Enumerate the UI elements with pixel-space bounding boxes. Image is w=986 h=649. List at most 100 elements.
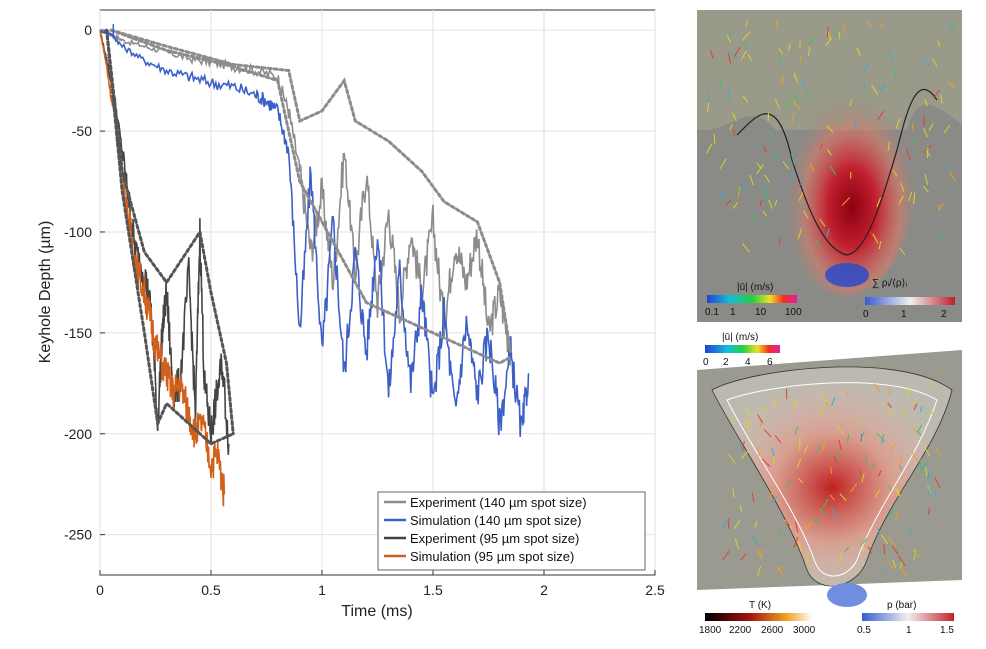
velocity-arrow bbox=[829, 494, 835, 501]
velocity-arrow bbox=[776, 19, 778, 31]
velocity-arrow bbox=[819, 507, 827, 519]
velocity-arrow bbox=[927, 381, 932, 387]
velocity-arrow bbox=[925, 467, 928, 477]
velocity-arrow bbox=[745, 20, 748, 27]
velocity-arrow bbox=[898, 555, 906, 567]
velocity-arrow bbox=[733, 47, 741, 57]
velocity-arrow bbox=[742, 31, 751, 41]
velocity-arrow bbox=[888, 50, 894, 61]
temperature-tick-3: 3000 bbox=[793, 625, 816, 636]
velocity-arrow bbox=[793, 72, 799, 84]
velocity-arrow bbox=[729, 50, 738, 59]
velocity-arrow bbox=[778, 55, 784, 63]
velocity-arrow bbox=[878, 470, 882, 477]
velocity-arrow bbox=[924, 99, 929, 107]
velocity3d-tick-2: 4 bbox=[745, 357, 751, 368]
velocity-arrow bbox=[742, 243, 750, 253]
velocity-arrow bbox=[825, 37, 832, 47]
velocity-arrow bbox=[710, 49, 714, 59]
velocity-colorbar-3d bbox=[705, 345, 780, 353]
solid-region bbox=[697, 104, 962, 322]
velocity-arrow bbox=[877, 110, 885, 121]
x-tick-label: 0.5 bbox=[201, 582, 221, 598]
velocity-arrow bbox=[926, 488, 930, 499]
velocity-arrow bbox=[947, 80, 956, 90]
velocity-arrow bbox=[800, 201, 807, 212]
velocity-arrow bbox=[756, 162, 762, 170]
velocity-arrow bbox=[768, 199, 773, 209]
velocity-arrow bbox=[778, 530, 782, 539]
legend-label: Simulation (95 µm spot size) bbox=[410, 549, 574, 564]
y-tick-label: -250 bbox=[64, 527, 92, 543]
velocity-arrow bbox=[816, 444, 822, 453]
velocity-arrow bbox=[757, 446, 760, 457]
velocity-arrow bbox=[732, 112, 737, 121]
velocity-arrow bbox=[831, 397, 836, 407]
velocity-arrow bbox=[838, 553, 843, 565]
velocity-arrow bbox=[900, 568, 908, 577]
velocity-arrow bbox=[902, 410, 909, 418]
velocity-arrow bbox=[858, 468, 862, 476]
melt-pool-temperature-panel: |ū| (m/s) 0 2 4 6 T (K) 1800 2200 2600 3… bbox=[697, 330, 962, 638]
velocity-arrow bbox=[899, 247, 906, 256]
velocity-colorbar bbox=[707, 295, 797, 303]
velocity3d-tick-1: 2 bbox=[723, 357, 729, 368]
velocity-arrow bbox=[842, 150, 849, 158]
velocity-arrow bbox=[726, 35, 732, 43]
velocity-arrow bbox=[836, 451, 840, 461]
temperature-tick-1: 2200 bbox=[729, 625, 752, 636]
series-line-0 bbox=[100, 28, 512, 366]
velocity-tick-0: 0.1 bbox=[705, 307, 719, 318]
velocity-arrow bbox=[946, 20, 954, 30]
velocity-arrow bbox=[721, 190, 723, 200]
velocity-arrow bbox=[792, 171, 795, 182]
velocity-arrow bbox=[906, 387, 911, 398]
velocity-arrow bbox=[832, 28, 835, 36]
velocity-arrow bbox=[826, 148, 832, 156]
velocity-arrow bbox=[938, 203, 945, 210]
velocity-arrow bbox=[806, 554, 809, 565]
velocity-arrow bbox=[913, 397, 918, 405]
velocity-arrow bbox=[886, 508, 894, 519]
velocity-arrow bbox=[887, 402, 892, 408]
velocity-arrow bbox=[803, 210, 809, 219]
velocity-arrow bbox=[876, 197, 882, 208]
velocity-arrow bbox=[880, 534, 889, 545]
velocity-arrow bbox=[879, 22, 884, 30]
keyhole-contour bbox=[736, 89, 938, 256]
velocity-arrow bbox=[763, 186, 767, 195]
velocity-arrow bbox=[924, 174, 929, 185]
velocity-arrow bbox=[785, 99, 794, 108]
velocity-arrow bbox=[943, 124, 951, 134]
velocity-arrow bbox=[796, 458, 802, 469]
velocity-arrow bbox=[763, 429, 772, 438]
velocity-arrow bbox=[913, 549, 917, 561]
velocity-arrow bbox=[785, 479, 792, 489]
velocity-arrow bbox=[773, 456, 775, 465]
velocity-arrow bbox=[707, 102, 710, 112]
velocity-arrow bbox=[797, 228, 803, 240]
velocity-arrow bbox=[739, 442, 744, 453]
velocity-arrow bbox=[728, 30, 732, 42]
velocity-arrow bbox=[887, 537, 897, 547]
velocity-arrow bbox=[940, 94, 943, 104]
series-group bbox=[99, 24, 530, 507]
velocity-arrow bbox=[751, 212, 756, 223]
velocity-arrow bbox=[773, 155, 779, 162]
velocity-arrow bbox=[931, 409, 934, 417]
velocity-arrow bbox=[732, 202, 739, 209]
temperature-tick-0: 1800 bbox=[699, 625, 722, 636]
velocity-arrow bbox=[778, 238, 781, 246]
x-tick-label: 2.5 bbox=[645, 582, 665, 598]
x-tick-label: 1 bbox=[318, 582, 326, 598]
velocity-arrow bbox=[756, 164, 764, 175]
velocity-arrow bbox=[863, 81, 866, 89]
velocity-arrow bbox=[745, 407, 752, 416]
velocity-arrow bbox=[911, 123, 914, 132]
velocity-arrow bbox=[949, 171, 956, 181]
velocity-arrow bbox=[778, 48, 784, 55]
velocity-arrow bbox=[822, 498, 829, 509]
velocity-arrow bbox=[728, 453, 736, 464]
velocity-arrow bbox=[893, 486, 901, 497]
velocity-arrow bbox=[803, 91, 809, 100]
